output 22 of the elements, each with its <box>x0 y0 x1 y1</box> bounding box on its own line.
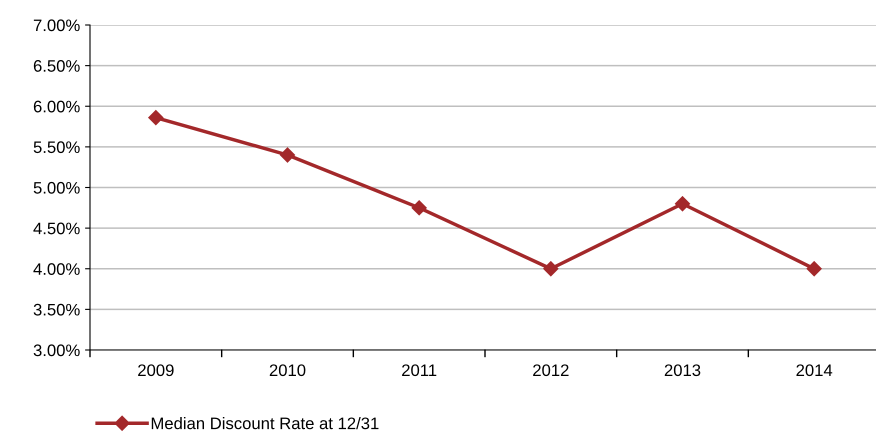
y-tick-label: 5.50% <box>34 141 80 154</box>
point <box>412 200 427 216</box>
y-tick-label: 7.00% <box>34 19 80 32</box>
point <box>543 261 558 276</box>
y-tick-label: 3.50% <box>34 304 80 316</box>
x-tick-label: 2013 <box>664 364 700 376</box>
y-tick-label: 5.00% <box>34 182 80 194</box>
point <box>280 147 296 163</box>
x-tick-label: 2010 <box>270 364 306 376</box>
x-tick-label: 2011 <box>402 364 436 376</box>
x-tick-label: 2014 <box>796 364 832 376</box>
x-tick-label: 2009 <box>138 364 174 376</box>
legend-label: Median Discount Rate at 12/31 <box>152 417 378 430</box>
y-tick-label: 3.00% <box>34 344 80 356</box>
point <box>674 196 690 212</box>
point <box>148 110 164 126</box>
x-tick-label: 2012 <box>533 364 569 376</box>
y-tick-label: 6.50% <box>34 60 80 72</box>
y-tick-label: 6.00% <box>34 100 80 112</box>
y-tick-label: 4.50% <box>33 222 80 234</box>
y-tick-label: 4.00% <box>33 263 80 275</box>
point <box>806 261 822 276</box>
